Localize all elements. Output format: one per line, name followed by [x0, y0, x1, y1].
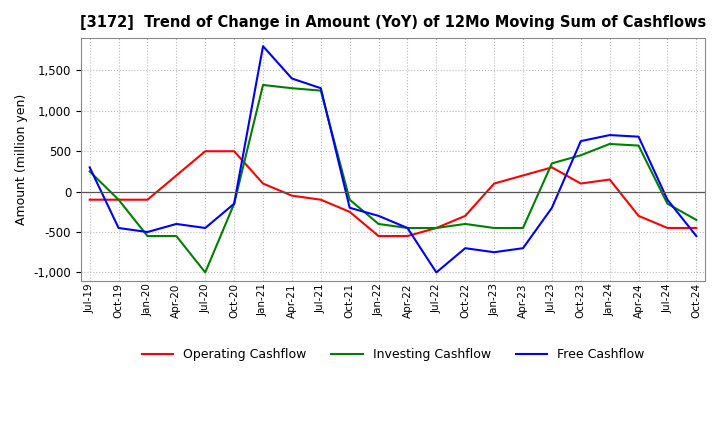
Investing Cashflow	[634, 143, 643, 148]
Line: Operating Cashflow: Operating Cashflow	[90, 151, 696, 236]
Free Cashflow	[548, 205, 557, 210]
Free Cashflow	[172, 221, 181, 227]
Investing Cashflow	[403, 225, 412, 231]
Investing Cashflow	[548, 161, 557, 166]
Operating Cashflow	[172, 173, 181, 178]
Operating Cashflow	[403, 234, 412, 239]
Operating Cashflow	[287, 193, 296, 198]
Operating Cashflow	[577, 181, 585, 186]
Investing Cashflow	[143, 234, 152, 239]
Operating Cashflow	[634, 213, 643, 219]
Y-axis label: Amount (million yen): Amount (million yen)	[15, 94, 28, 225]
Investing Cashflow	[663, 201, 672, 206]
Investing Cashflow	[374, 221, 383, 227]
Operating Cashflow	[461, 213, 469, 219]
Line: Free Cashflow: Free Cashflow	[90, 46, 696, 272]
Investing Cashflow	[461, 221, 469, 227]
Investing Cashflow	[230, 201, 238, 206]
Free Cashflow	[201, 225, 210, 231]
Investing Cashflow	[258, 82, 267, 88]
Investing Cashflow	[518, 225, 527, 231]
Free Cashflow	[143, 229, 152, 235]
Free Cashflow	[317, 85, 325, 91]
Operating Cashflow	[230, 149, 238, 154]
Operating Cashflow	[346, 209, 354, 214]
Free Cashflow	[577, 139, 585, 144]
Investing Cashflow	[114, 197, 123, 202]
Operating Cashflow	[201, 149, 210, 154]
Investing Cashflow	[606, 141, 614, 147]
Investing Cashflow	[201, 270, 210, 275]
Free Cashflow	[461, 246, 469, 251]
Free Cashflow	[606, 132, 614, 138]
Investing Cashflow	[86, 169, 94, 174]
Investing Cashflow	[172, 234, 181, 239]
Free Cashflow	[663, 197, 672, 202]
Operating Cashflow	[258, 181, 267, 186]
Operating Cashflow	[548, 165, 557, 170]
Free Cashflow	[287, 76, 296, 81]
Operating Cashflow	[663, 225, 672, 231]
Investing Cashflow	[692, 217, 701, 223]
Free Cashflow	[432, 270, 441, 275]
Operating Cashflow	[374, 234, 383, 239]
Investing Cashflow	[432, 225, 441, 231]
Legend: Operating Cashflow, Investing Cashflow, Free Cashflow: Operating Cashflow, Investing Cashflow, …	[137, 343, 649, 367]
Operating Cashflow	[143, 197, 152, 202]
Line: Investing Cashflow: Investing Cashflow	[90, 85, 696, 272]
Free Cashflow	[86, 165, 94, 170]
Title: [3172]  Trend of Change in Amount (YoY) of 12Mo Moving Sum of Cashflows: [3172] Trend of Change in Amount (YoY) o…	[80, 15, 706, 30]
Free Cashflow	[403, 225, 412, 231]
Operating Cashflow	[692, 225, 701, 231]
Operating Cashflow	[317, 197, 325, 202]
Free Cashflow	[374, 213, 383, 219]
Free Cashflow	[114, 225, 123, 231]
Investing Cashflow	[317, 88, 325, 93]
Free Cashflow	[634, 134, 643, 139]
Investing Cashflow	[287, 85, 296, 91]
Operating Cashflow	[86, 197, 94, 202]
Free Cashflow	[692, 234, 701, 239]
Operating Cashflow	[490, 181, 498, 186]
Investing Cashflow	[346, 197, 354, 202]
Free Cashflow	[490, 249, 498, 255]
Operating Cashflow	[518, 173, 527, 178]
Operating Cashflow	[114, 197, 123, 202]
Free Cashflow	[346, 205, 354, 210]
Operating Cashflow	[432, 225, 441, 231]
Free Cashflow	[518, 246, 527, 251]
Free Cashflow	[258, 44, 267, 49]
Investing Cashflow	[490, 225, 498, 231]
Operating Cashflow	[606, 177, 614, 182]
Free Cashflow	[230, 201, 238, 206]
Investing Cashflow	[577, 153, 585, 158]
